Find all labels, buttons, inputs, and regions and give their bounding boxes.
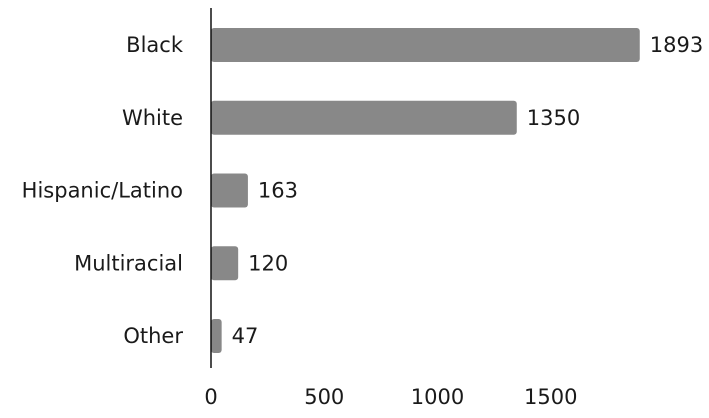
category-label: Other (123, 324, 183, 348)
value-label: 1350 (527, 106, 580, 130)
bar-black (211, 28, 640, 62)
value-labels-group: 1893 1350 163 120 47 (232, 33, 704, 348)
bar-other (211, 319, 222, 353)
x-tick-label: 500 (304, 385, 344, 409)
category-label: Black (126, 33, 184, 57)
bar-white (211, 100, 517, 135)
x-tick-label: 1500 (524, 385, 577, 409)
value-label: 163 (258, 179, 298, 203)
x-tick-label: 1000 (411, 385, 464, 409)
category-label: Hispanic/Latino (22, 179, 183, 203)
category-label: White (122, 106, 183, 130)
x-axis-ticks-group: 0 500 1000 1500 (204, 385, 577, 409)
category-label: Multiracial (74, 251, 183, 275)
x-tick-label: 0 (204, 385, 217, 409)
bar-hispanic-latino (211, 173, 248, 208)
value-label: 47 (232, 324, 259, 348)
value-label: 1893 (650, 33, 703, 57)
bar-multiracial (211, 246, 239, 281)
value-label: 120 (248, 251, 288, 275)
bars-group (211, 28, 640, 353)
category-labels-group: Black White Hispanic/Latino Multiracial Othe… (22, 33, 184, 348)
